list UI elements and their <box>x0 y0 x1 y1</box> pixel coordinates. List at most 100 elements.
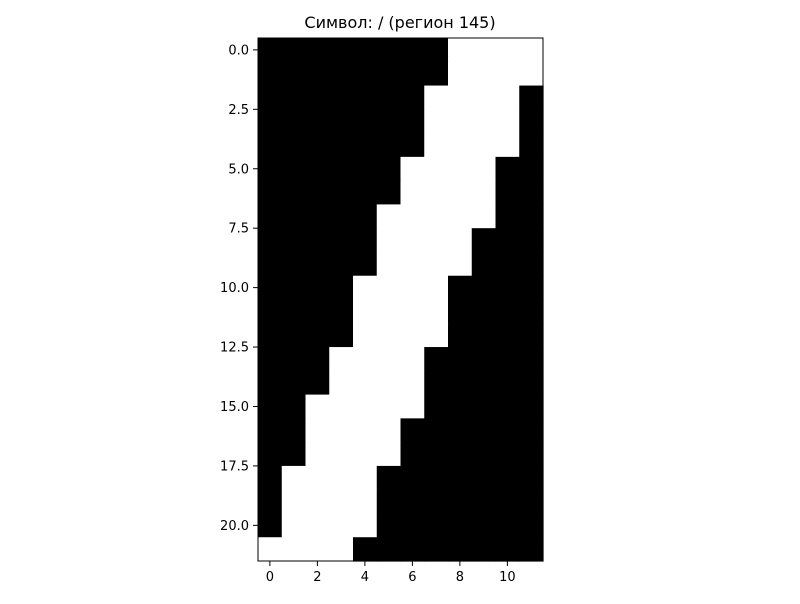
heatmap-cell <box>281 156 307 182</box>
heatmap-cell <box>448 228 473 253</box>
heatmap-cell <box>495 537 520 562</box>
heatmap-cell <box>353 61 378 87</box>
y-tick-label: 20.0 <box>220 519 249 534</box>
heatmap-cell <box>329 133 354 158</box>
heatmap-cell <box>448 204 473 229</box>
y-tick-label: 15.0 <box>220 400 249 415</box>
heatmap-cell <box>376 418 402 443</box>
x-tick-label: 2 <box>313 570 321 585</box>
heatmap-cell <box>471 465 497 491</box>
x-axis: 0 2 4 6 8 10 <box>266 561 516 585</box>
heatmap-cell <box>424 109 449 134</box>
heatmap-cell <box>495 299 520 324</box>
heatmap-cell <box>400 323 425 348</box>
heatmap-cell <box>400 418 425 443</box>
heatmap-cell <box>448 275 473 301</box>
heatmap-cell <box>448 156 473 182</box>
heatmap-cell <box>258 394 283 419</box>
x-tick-label: 10 <box>499 570 516 585</box>
heatmap-cell <box>400 370 425 396</box>
heatmap-cell <box>376 228 402 253</box>
heatmap-cell <box>305 38 330 63</box>
heatmap-cell <box>305 442 330 467</box>
heatmap-cell <box>424 347 449 372</box>
heatmap-cell <box>305 133 330 158</box>
heatmap-cell <box>495 323 520 348</box>
heatmap-cell <box>471 275 497 301</box>
heatmap-cell <box>258 323 283 348</box>
heatmap-cell <box>471 38 497 63</box>
heatmap-cell <box>495 180 520 206</box>
heatmap-cell <box>519 537 544 562</box>
heatmap-cell <box>495 418 520 443</box>
heatmap-cell <box>471 61 497 87</box>
heatmap-cell <box>258 180 283 206</box>
heatmap-cell <box>400 394 425 419</box>
y-tick-label: 5.0 <box>228 162 249 177</box>
heatmap-cell <box>471 85 497 110</box>
heatmap-cell <box>353 299 378 324</box>
heatmap-cell <box>258 370 283 396</box>
heatmap-cell <box>376 370 402 396</box>
heatmap-cell <box>400 489 425 515</box>
heatmap-cell <box>353 394 378 419</box>
heatmap-cell <box>495 275 520 301</box>
heatmap-cell <box>471 489 497 515</box>
heatmap-cell <box>305 156 330 182</box>
heatmap-cell <box>376 180 402 206</box>
heatmap-cell <box>376 156 402 182</box>
heatmap-cell <box>258 85 283 110</box>
heatmap-cell <box>353 251 378 277</box>
heatmap-cell <box>376 489 402 515</box>
heatmap-cell <box>329 370 354 396</box>
heatmap-cell <box>400 299 425 324</box>
heatmap-cell <box>471 394 497 419</box>
heatmap-cell <box>400 513 425 538</box>
heatmap-cell <box>519 442 544 467</box>
heatmap-cell <box>258 251 283 277</box>
heatmap-cell <box>471 418 497 443</box>
heatmap-cell <box>471 442 497 467</box>
heatmap-cell <box>258 275 283 301</box>
y-axis: 0.0 2.5 5.0 7.5 10.0 12.5 15.0 17.5 20.0 <box>220 43 258 534</box>
heatmap-cell <box>353 228 378 253</box>
heatmap-cell <box>448 442 473 467</box>
heatmap-cell <box>424 133 449 158</box>
heatmap-cell <box>400 85 425 110</box>
heatmap-cell <box>305 251 330 277</box>
heatmap-cell <box>305 394 330 419</box>
heatmap-cell <box>376 204 402 229</box>
heatmap-cell <box>495 347 520 372</box>
heatmap-cell <box>519 180 544 206</box>
heatmap-cell <box>519 299 544 324</box>
heatmap-cell <box>519 133 544 158</box>
heatmap-cell <box>376 109 402 134</box>
heatmap-cell <box>305 228 330 253</box>
y-tick-label: 0.0 <box>228 43 249 58</box>
heatmap-cell <box>448 133 473 158</box>
x-tick-label: 4 <box>361 570 369 585</box>
heatmap-cell <box>400 537 425 562</box>
heatmap-cell <box>353 156 378 182</box>
heatmap-cell <box>258 156 283 182</box>
heatmap-cell <box>281 61 307 87</box>
heatmap-cell <box>281 180 307 206</box>
heatmap-cell <box>424 180 449 206</box>
heatmap-cell <box>376 323 402 348</box>
x-tick-label: 8 <box>456 570 464 585</box>
heatmap-cell <box>519 85 544 110</box>
heatmap-cell <box>376 465 402 491</box>
heatmap-cell <box>353 347 378 372</box>
heatmap-cell <box>448 489 473 515</box>
heatmap-cell <box>353 418 378 443</box>
heatmap-cell <box>329 537 354 562</box>
heatmap-cell <box>400 133 425 158</box>
heatmap-cell <box>448 251 473 277</box>
y-tick-label: 2.5 <box>228 103 249 118</box>
heatmap-cell <box>258 465 283 491</box>
heatmap-cell <box>424 228 449 253</box>
heatmap-cell <box>305 465 330 491</box>
heatmap-cell <box>400 251 425 277</box>
heatmap-cell <box>376 442 402 467</box>
